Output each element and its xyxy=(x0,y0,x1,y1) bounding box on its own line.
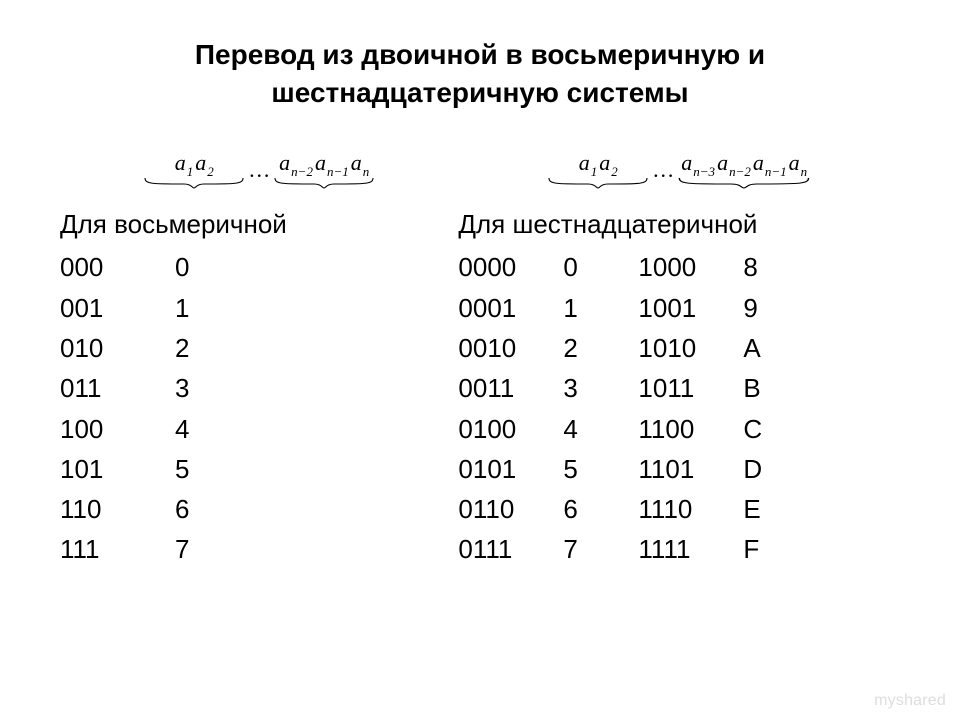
octal-column: a1a2…an−2an−1an Для восьмеричной 0000001… xyxy=(60,140,458,570)
cell-binary: 0100 xyxy=(458,409,563,449)
term: a1 xyxy=(578,150,599,176)
hex-subtitle: Для шестнадцатеричной xyxy=(458,208,900,242)
cell-digit: 8 xyxy=(743,247,793,287)
cell-binary: 0001 xyxy=(458,288,563,328)
digit-group: a1a2 xyxy=(548,150,648,189)
cell-binary: 001 xyxy=(60,288,175,328)
table-row: 010041100C xyxy=(458,409,900,449)
cell-binary: 110 xyxy=(60,489,175,529)
octal-table: 00000011010201131004101511061117 xyxy=(60,247,458,569)
cell-digit: 2 xyxy=(175,328,225,368)
table-row: 001021010A xyxy=(458,328,900,368)
table-row: 1004 xyxy=(60,409,458,449)
table-row: 0001110019 xyxy=(458,288,900,328)
table-row: 0011 xyxy=(60,288,458,328)
term: an xyxy=(350,150,371,176)
cell-binary: 0111 xyxy=(458,529,563,569)
cell-binary: 000 xyxy=(60,247,175,287)
underbrace-icon xyxy=(548,177,648,189)
hex-column: a1a2…an−3an−2an−1an Для шестнадцатерично… xyxy=(458,140,900,570)
cell-digit: 2 xyxy=(563,328,638,368)
term: an−2 xyxy=(716,150,752,176)
hex-table: 00000100080001110019001021010A001131011B… xyxy=(458,247,900,569)
cell-digit: 7 xyxy=(563,529,638,569)
cell-binary: 1111 xyxy=(638,529,743,569)
table-row: 0000010008 xyxy=(458,247,900,287)
cell-binary: 0101 xyxy=(458,449,563,489)
watermark: myshared xyxy=(874,692,946,710)
cell-digit: 5 xyxy=(175,449,225,489)
cell-binary: 1001 xyxy=(638,288,743,328)
table-row: 001131011B xyxy=(458,368,900,408)
hex-formula: a1a2…an−3an−2an−1an xyxy=(458,140,900,200)
columns: a1a2…an−2an−1an Для восьмеричной 0000001… xyxy=(60,140,900,570)
cell-digit: 7 xyxy=(175,529,225,569)
ellipsis: … xyxy=(244,157,274,183)
octal-formula: a1a2…an−2an−1an xyxy=(60,140,458,200)
cell-digit: 3 xyxy=(563,368,638,408)
digit-group: an−3an−2an−1an xyxy=(678,150,810,189)
cell-digit: 4 xyxy=(563,409,638,449)
title-line-1: Перевод из двоичной в восьмеричную и xyxy=(195,39,765,70)
term: an−3 xyxy=(680,150,716,176)
cell-binary: 1000 xyxy=(638,247,743,287)
cell-digit: 1 xyxy=(563,288,638,328)
cell-digit: 5 xyxy=(563,449,638,489)
cell-digit: C xyxy=(743,409,793,449)
digit-group: a1a2 xyxy=(144,150,244,189)
cell-binary: 0000 xyxy=(458,247,563,287)
cell-digit: 0 xyxy=(175,247,225,287)
cell-binary: 010 xyxy=(60,328,175,368)
cell-binary: 011 xyxy=(60,368,175,408)
term: an−1 xyxy=(314,150,350,176)
table-row: 1106 xyxy=(60,489,458,529)
title-line-2: шестнадцатеричную системы xyxy=(271,77,688,108)
cell-binary: 0110 xyxy=(458,489,563,529)
cell-binary: 1011 xyxy=(638,368,743,408)
table-row: 0113 xyxy=(60,368,458,408)
cell-binary: 1100 xyxy=(638,409,743,449)
cell-binary: 1110 xyxy=(638,489,743,529)
cell-digit: 6 xyxy=(563,489,638,529)
cell-digit: 4 xyxy=(175,409,225,449)
table-row: 011171111F xyxy=(458,529,900,569)
cell-digit: 1 xyxy=(175,288,225,328)
term: a1 xyxy=(174,150,195,176)
term: a2 xyxy=(598,150,619,176)
octal-subtitle: Для восьмеричной xyxy=(60,208,458,242)
cell-digit: A xyxy=(743,328,793,368)
table-row: 1117 xyxy=(60,529,458,569)
cell-digit: F xyxy=(743,529,793,569)
table-row: 1015 xyxy=(60,449,458,489)
cell-binary: 0011 xyxy=(458,368,563,408)
digit-group: an−2an−1an xyxy=(274,150,374,189)
cell-binary: 1010 xyxy=(638,328,743,368)
cell-binary: 100 xyxy=(60,409,175,449)
table-row: 0102 xyxy=(60,328,458,368)
cell-binary: 111 xyxy=(60,529,175,569)
cell-digit: 3 xyxy=(175,368,225,408)
cell-digit: 9 xyxy=(743,288,793,328)
table-row: 011061110E xyxy=(458,489,900,529)
cell-binary: 0010 xyxy=(458,328,563,368)
cell-digit: E xyxy=(743,489,793,529)
cell-binary: 101 xyxy=(60,449,175,489)
term: an−2 xyxy=(278,150,314,176)
cell-digit: 0 xyxy=(563,247,638,287)
cell-binary: 1101 xyxy=(638,449,743,489)
table-row: 0000 xyxy=(60,247,458,287)
cell-digit: D xyxy=(743,449,793,489)
term: a2 xyxy=(194,150,215,176)
table-row: 010151101D xyxy=(458,449,900,489)
cell-digit: B xyxy=(743,368,793,408)
ellipsis: … xyxy=(648,157,678,183)
page-title: Перевод из двоичной в восьмеричную и шес… xyxy=(90,36,870,112)
cell-digit: 6 xyxy=(175,489,225,529)
term: an−1 xyxy=(752,150,788,176)
term: an xyxy=(788,150,809,176)
underbrace-icon xyxy=(144,177,244,189)
slide: Перевод из двоичной в восьмеричную и шес… xyxy=(0,0,960,720)
